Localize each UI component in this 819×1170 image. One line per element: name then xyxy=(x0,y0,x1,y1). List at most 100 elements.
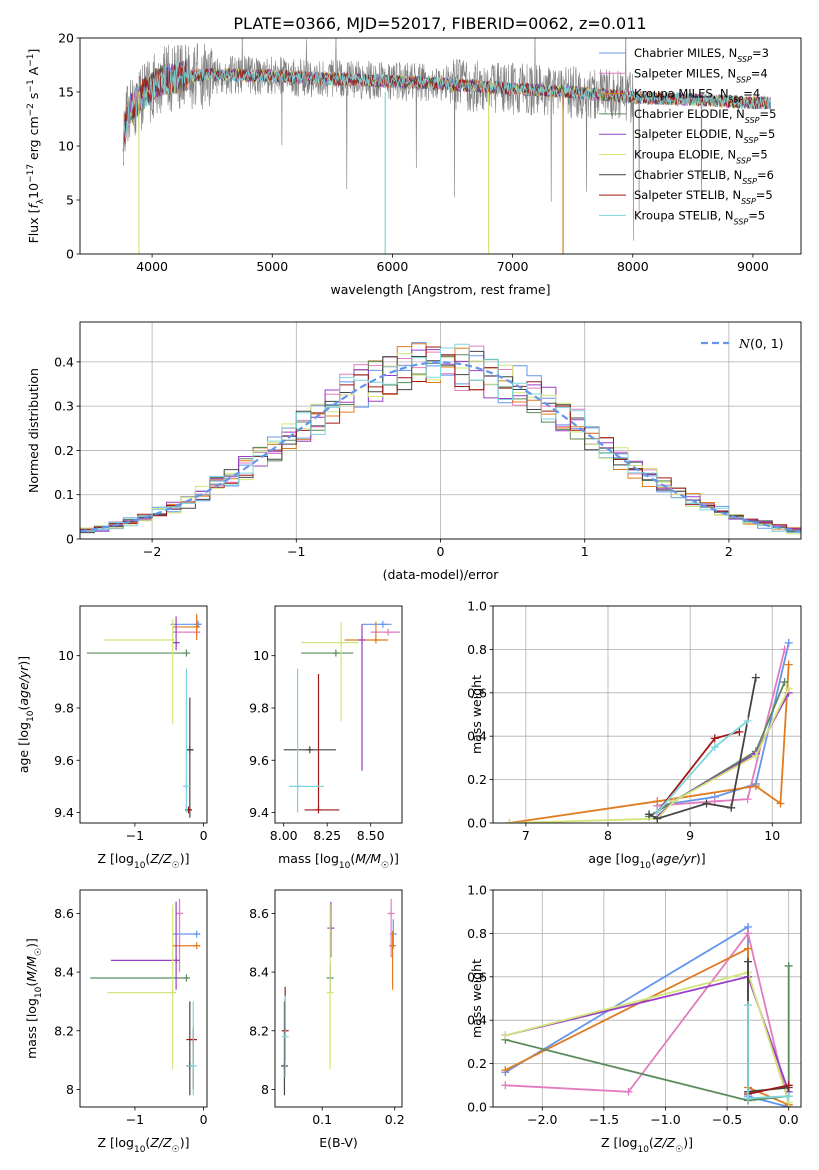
axes-massweight_vs_Z: −2.0 −1.5 −1.0 −0.5 0.0 0.0 0.2 0.4 0.6 0.8 1.0 Z [… xyxy=(467,883,802,1155)
x-tick-label: 8.00 xyxy=(270,828,298,843)
x-tick-label: −0.5 xyxy=(712,1112,742,1127)
plot-area-residuals xyxy=(80,342,801,537)
y-tick-label: 9.8 xyxy=(54,700,74,715)
series-point xyxy=(501,1031,510,1040)
y-tick-label: 10 xyxy=(253,648,269,663)
y-tick-label: 0.6 xyxy=(467,685,487,700)
errorbar-kroupa-stelib xyxy=(186,1001,197,1096)
series-kroupa-stelib xyxy=(744,1001,793,1103)
legend-label-chabrier-elodie: Chabrier ELODIE, NSSP=5 xyxy=(634,107,776,125)
series-line xyxy=(747,1084,789,1095)
errorbar-kroupa-elodie xyxy=(104,619,177,724)
series-point xyxy=(653,808,662,817)
errorbar-kroupa-stelib xyxy=(182,668,190,813)
series-point xyxy=(784,660,793,669)
plot-area-spectrum xyxy=(122,38,772,254)
y-tick-label: 0.2 xyxy=(54,443,74,458)
errorbar-salpeter-stelib xyxy=(304,673,340,814)
y-tick-label: 0.2 xyxy=(467,772,487,787)
y-tick-label: 0.8 xyxy=(467,642,487,657)
legend-label-salpeter-elodie: Salpeter ELODIE, NSSP=5 xyxy=(634,127,775,145)
series-point xyxy=(501,1081,510,1090)
y-tick-label: 9.6 xyxy=(54,753,74,768)
y-tick-label: 0.6 xyxy=(467,969,487,984)
x-tick-label: 2 xyxy=(725,544,733,559)
axes-mass_vs_Z: −1 0 8 8.2 8.4 8.6 Z [log10(Z/Z☉)] mass [log10(… xyxy=(24,889,208,1155)
x-tick-label: −2.0 xyxy=(527,1112,557,1127)
x-tick-label: −1.0 xyxy=(650,1112,680,1127)
y-tick-label: 8.2 xyxy=(249,1023,269,1038)
errorbar-kroupa-miles xyxy=(172,613,201,640)
errorbar-kroupa-miles xyxy=(172,942,201,950)
plot-area-massweight_vs_age xyxy=(505,638,793,823)
y-tick-label: 0 xyxy=(66,247,74,262)
series-point xyxy=(744,929,753,938)
series-kroupa-miles xyxy=(505,660,793,823)
legend-label-normal: N(0, 1) xyxy=(738,336,784,351)
x-tick-label: 5000 xyxy=(256,259,288,274)
x-tick-label: 0.0 xyxy=(779,1112,799,1127)
errorbar-salpeter-miles xyxy=(387,898,395,958)
series-point xyxy=(710,743,719,752)
axes-mass_vs_ebv: 0.1 0.2 8 8.2 8.4 8.6 E(B-V) xyxy=(249,889,405,1150)
histogram-kroupa-stelib xyxy=(80,343,801,535)
y-tick-label: 5 xyxy=(66,193,74,208)
plot-area-massweight_vs_Z xyxy=(501,922,793,1107)
errorbar-chabrier-miles xyxy=(361,620,392,628)
axes-massweight_vs_age: 7 8 9 10 0.0 0.2 0.4 0.6 0.8 1.0 age [log10(age/yr… xyxy=(467,599,802,871)
series-kroupa-elodie xyxy=(505,684,793,823)
mass-vs-Z-xlabel: Z [log10(Z/Z☉)] xyxy=(98,1135,190,1155)
axes-frame xyxy=(492,889,802,1108)
series-kroupa-stelib xyxy=(653,717,752,817)
legend-label-salpeter-miles: Salpeter MILES, NSSP=4 xyxy=(634,66,768,84)
age-vs-Z-xlabel: Z [log10(Z/Z☉)] xyxy=(98,851,190,871)
errorbar-chabrier-elodie xyxy=(301,649,354,657)
series-line xyxy=(505,966,790,1102)
axes-frame xyxy=(79,37,802,255)
mass-vs-Z-ylabel: mass [log10(M/M☉)] xyxy=(24,938,44,1059)
y-tick-label: 1.0 xyxy=(467,599,487,614)
series-point xyxy=(784,1092,793,1101)
residuals-xlabel: (data-model)/error xyxy=(383,567,500,582)
series-point xyxy=(784,1081,793,1090)
age-vs-Z-ylabel: age [log10(age/yr)] xyxy=(16,656,36,773)
series-point xyxy=(735,727,744,736)
x-tick-label: 7 xyxy=(522,828,530,843)
errorbar-kroupa-stelib xyxy=(288,668,324,813)
y-tick-label: 9.4 xyxy=(54,805,74,820)
x-tick-label: −1 xyxy=(287,544,305,559)
legend-label-salpeter-stelib: Salpeter STELIB, NSSP=5 xyxy=(634,188,773,206)
y-tick-label: 0.0 xyxy=(467,816,487,831)
legend-label-kroupa-miles: Kroupa MILES, NSSP=4 xyxy=(634,87,760,105)
errorbar-chabrier-miles xyxy=(172,930,201,938)
x-tick-label: 0 xyxy=(200,828,208,843)
x-tick-label: 4000 xyxy=(136,259,168,274)
series-point xyxy=(784,638,793,647)
x-tick-label: −2 xyxy=(143,544,161,559)
errorbar-chabrier-stelib xyxy=(186,697,194,818)
y-tick-label: 0.4 xyxy=(467,729,487,744)
plot-area-age_vs_Z xyxy=(86,613,202,818)
errorbar-kroupa-miles xyxy=(389,931,397,990)
series-point xyxy=(743,795,752,804)
series-point xyxy=(751,751,760,760)
x-tick-label: 9000 xyxy=(737,259,769,274)
y-tick-label: 0.2 xyxy=(467,1056,487,1071)
errorbar-kroupa-elodie xyxy=(107,904,177,1069)
y-tick-label: 9.6 xyxy=(249,753,269,768)
series-point xyxy=(727,803,736,812)
axes-age_vs_Z: −1 0 9.4 9.6 9.8 10 Z [log10(Z/Z☉)] age [log10(… xyxy=(16,605,208,871)
series-point xyxy=(776,799,785,808)
y-tick-label: 10 xyxy=(58,648,74,663)
series-point xyxy=(645,810,654,819)
y-tick-label: 8.6 xyxy=(249,906,269,921)
series-point xyxy=(780,677,789,686)
errorbar-kroupa-elodie xyxy=(326,904,334,1069)
y-tick-label: 0.3 xyxy=(54,399,74,414)
series-line xyxy=(648,681,786,818)
errorbar-salpeter-elodie xyxy=(327,901,335,958)
y-tick-label: 10 xyxy=(58,139,74,154)
y-tick-label: 20 xyxy=(58,31,74,46)
massweight-vs-age-xlabel: age [log10(age/yr)] xyxy=(588,851,705,871)
axes-frame xyxy=(492,605,802,824)
